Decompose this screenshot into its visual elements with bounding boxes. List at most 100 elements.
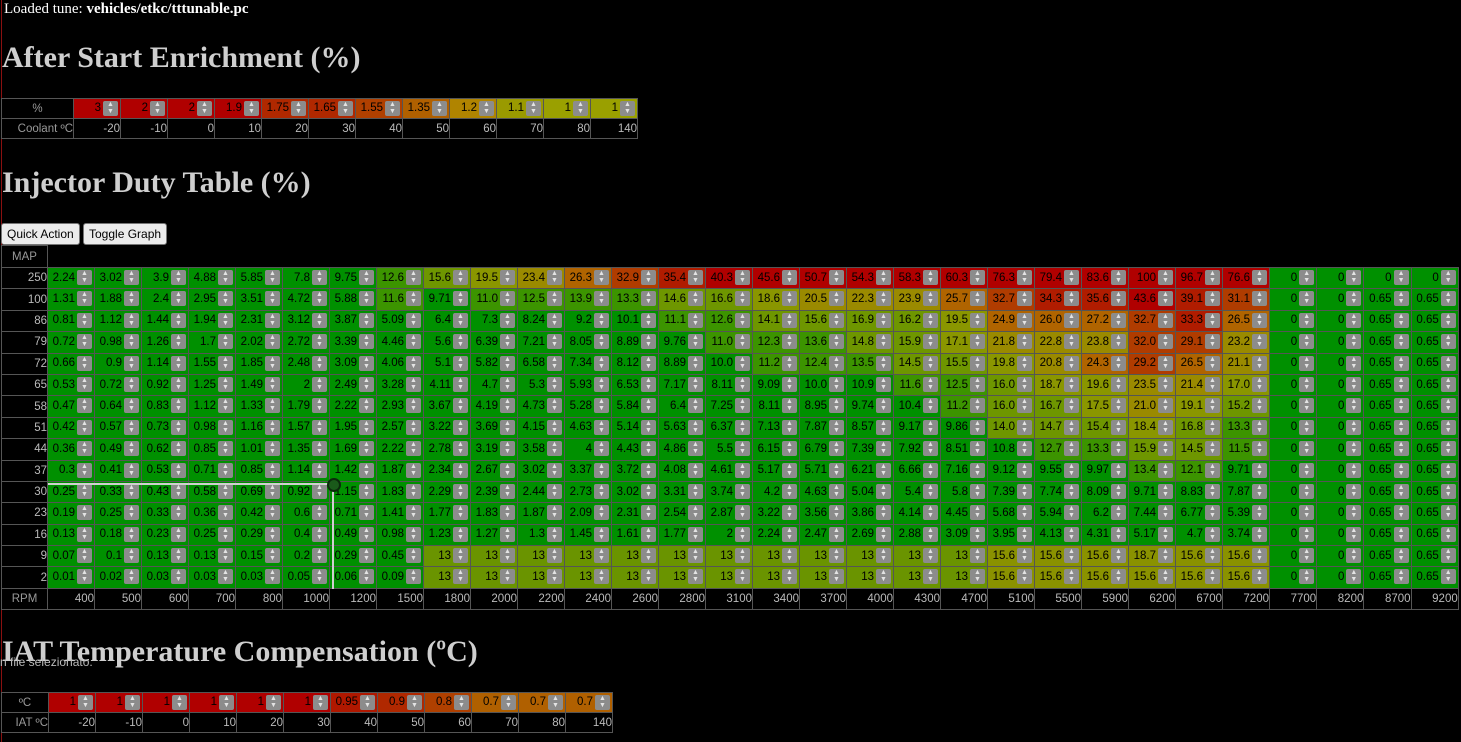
cell-value[interactable]: 0.1 [106, 549, 122, 562]
value-cell[interactable]: 2.22 ▲ ▼ [329, 395, 377, 418]
cell-value[interactable]: 0.58 [193, 485, 216, 498]
cell-value[interactable]: 0.65 [1416, 506, 1439, 519]
value-cell[interactable]: 15.6 ▲ ▼ [987, 545, 1035, 568]
value-cell[interactable]: 9.75 ▲ ▼ [329, 266, 377, 290]
spinner-icon[interactable]: ▲ ▼ [594, 398, 609, 414]
value-cell[interactable]: 0.33 ▲ ▼ [141, 502, 189, 525]
cell-value[interactable]: 4.86 [663, 442, 686, 455]
spinner-icon[interactable]: ▲ ▼ [970, 441, 985, 457]
value-cell[interactable]: 1 ▲ ▼ [543, 98, 591, 119]
spinner-icon[interactable]: ▲ ▼ [1299, 355, 1315, 371]
cell-value[interactable]: 14.6 [663, 293, 686, 306]
value-cell[interactable]: 2.34 ▲ ▼ [423, 459, 471, 482]
spinner-icon[interactable]: ▲ ▼ [1064, 526, 1079, 542]
value-cell[interactable]: 0.62 ▲ ▼ [141, 438, 189, 461]
value-cell[interactable]: 12.7 ▲ ▼ [1034, 438, 1082, 461]
cell-value[interactable]: 1 [69, 696, 76, 708]
value-cell[interactable]: 0.65 ▲ ▼ [1410, 523, 1459, 547]
spinner-icon[interactable]: ▲ ▼ [1440, 398, 1456, 414]
value-cell[interactable]: 0.65 ▲ ▼ [1363, 416, 1412, 440]
cell-value[interactable]: 21.0 [1133, 400, 1156, 413]
cell-value[interactable]: 26.3 [569, 271, 592, 284]
cell-value[interactable]: 23.4 [522, 271, 545, 284]
cell-value[interactable]: 1 [304, 696, 311, 708]
spinner-icon[interactable]: ▲ ▼ [1064, 291, 1079, 307]
cell-value[interactable]: 9.76 [663, 335, 686, 348]
cell-value[interactable]: 7.21 [522, 335, 545, 348]
spinner-icon[interactable]: ▲ ▼ [453, 312, 468, 328]
cell-value[interactable]: 1.14 [146, 357, 169, 370]
cell-value[interactable]: 7.3 [482, 314, 498, 327]
value-cell[interactable]: 12.1 ▲ ▼ [1175, 459, 1223, 482]
cell-value[interactable]: 11.0 [476, 293, 498, 306]
value-cell[interactable]: 11.6 ▲ ▼ [893, 373, 941, 397]
spinner-icon[interactable]: ▲ ▼ [1205, 441, 1220, 457]
cell-value[interactable]: 27.2 [1086, 314, 1109, 327]
cell-value[interactable]: 8.89 [616, 335, 639, 348]
value-cell[interactable]: 3.09 ▲ ▼ [940, 523, 988, 547]
spinner-icon[interactable]: ▲ ▼ [594, 291, 609, 307]
spinner-icon[interactable]: ▲ ▼ [1299, 441, 1315, 457]
spinner-icon[interactable]: ▲ ▼ [1299, 398, 1315, 414]
cell-value[interactable]: 0 [1290, 421, 1298, 434]
cell-value[interactable]: 0 [1290, 464, 1298, 477]
spinner-icon[interactable]: ▲ ▼ [782, 312, 797, 328]
cell-value[interactable]: 14.7 [1039, 421, 1062, 434]
spinner-icon[interactable]: ▲ ▼ [1111, 548, 1126, 564]
value-cell[interactable]: 0.53 ▲ ▼ [141, 459, 189, 482]
value-cell[interactable]: 13 ▲ ▼ [470, 545, 518, 568]
spinner-icon[interactable]: ▲ ▼ [1299, 462, 1315, 478]
cell-value[interactable]: 0.69 [240, 485, 263, 498]
value-cell[interactable]: 15.6 ▲ ▼ [1034, 566, 1082, 589]
spinner-icon[interactable]: ▲ ▼ [1017, 505, 1032, 521]
spinner-icon[interactable]: ▲ ▼ [406, 548, 421, 564]
cell-value[interactable]: 2.24 [757, 528, 780, 541]
cell-value[interactable]: 0.98 [99, 335, 122, 348]
cell-value[interactable]: 35.4 [663, 271, 686, 284]
spinner-icon[interactable]: ▲ ▼ [1440, 569, 1456, 585]
value-cell[interactable]: 6.77 ▲ ▼ [1175, 502, 1223, 525]
spinner-icon[interactable]: ▲ ▼ [1252, 419, 1267, 435]
value-cell[interactable]: 5.39 ▲ ▼ [1222, 502, 1270, 525]
cell-value[interactable]: 7.74 [1039, 485, 1062, 498]
value-cell[interactable]: 13.6 ▲ ▼ [799, 331, 847, 354]
cell-value[interactable]: 0 [1290, 400, 1298, 413]
value-cell[interactable]: 4.13 ▲ ▼ [1034, 523, 1082, 547]
spinner-icon[interactable]: ▲ ▼ [1017, 376, 1032, 392]
cell-value[interactable]: 60.3 [945, 271, 968, 284]
value-cell[interactable]: 0.03 ▲ ▼ [141, 566, 189, 589]
cell-value[interactable]: 2.78 [428, 442, 451, 455]
value-cell[interactable]: 76.6 ▲ ▼ [1222, 266, 1270, 290]
cell-value[interactable]: 58.3 [898, 271, 921, 284]
value-cell[interactable]: 1.14 ▲ ▼ [282, 459, 330, 482]
spinner-icon[interactable]: ▲ ▼ [688, 548, 703, 564]
value-cell[interactable]: 2.39 ▲ ▼ [470, 480, 518, 504]
spinner-icon[interactable]: ▲ ▼ [1205, 312, 1220, 328]
spinner-icon[interactable]: ▲ ▼ [453, 483, 468, 499]
cell-value[interactable]: 8.24 [522, 314, 545, 327]
spinner-icon[interactable]: ▲ ▼ [1111, 270, 1126, 285]
cell-value[interactable]: 16.7 [1039, 400, 1062, 413]
value-cell[interactable]: 9.55 ▲ ▼ [1034, 459, 1082, 482]
cell-value[interactable]: 13 [908, 549, 921, 562]
cell-value[interactable]: 7.17 [663, 378, 686, 391]
cell-value[interactable]: 8.11 [711, 378, 733, 391]
spinner-icon[interactable]: ▲ ▼ [1158, 376, 1173, 392]
value-cell[interactable]: 15.9 ▲ ▼ [1128, 438, 1176, 461]
value-cell[interactable]: 1.9 ▲ ▼ [214, 98, 262, 119]
spinner-icon[interactable]: ▲ ▼ [124, 483, 139, 499]
spinner-icon[interactable]: ▲ ▼ [688, 334, 703, 350]
cell-value[interactable]: 43.6 [1133, 293, 1156, 306]
spinner-icon[interactable]: ▲ ▼ [688, 376, 703, 392]
spinner-icon[interactable]: ▲ ▼ [782, 526, 797, 542]
cell-value[interactable]: 0 [1290, 549, 1298, 562]
cell-value[interactable]: 2.02 [240, 335, 263, 348]
spinner-icon[interactable]: ▲ ▼ [1440, 526, 1456, 542]
cell-value[interactable]: 3.9 [153, 271, 169, 284]
cell-value[interactable]: 13 [626, 571, 639, 584]
spinner-icon[interactable]: ▲ ▼ [1346, 419, 1362, 435]
spinner-icon[interactable]: ▲ ▼ [1346, 398, 1362, 414]
cell-value[interactable]: 0.07 [52, 549, 75, 562]
cell-value[interactable]: 4.15 [522, 421, 545, 434]
cell-value[interactable]: 29.1 [1180, 335, 1203, 348]
